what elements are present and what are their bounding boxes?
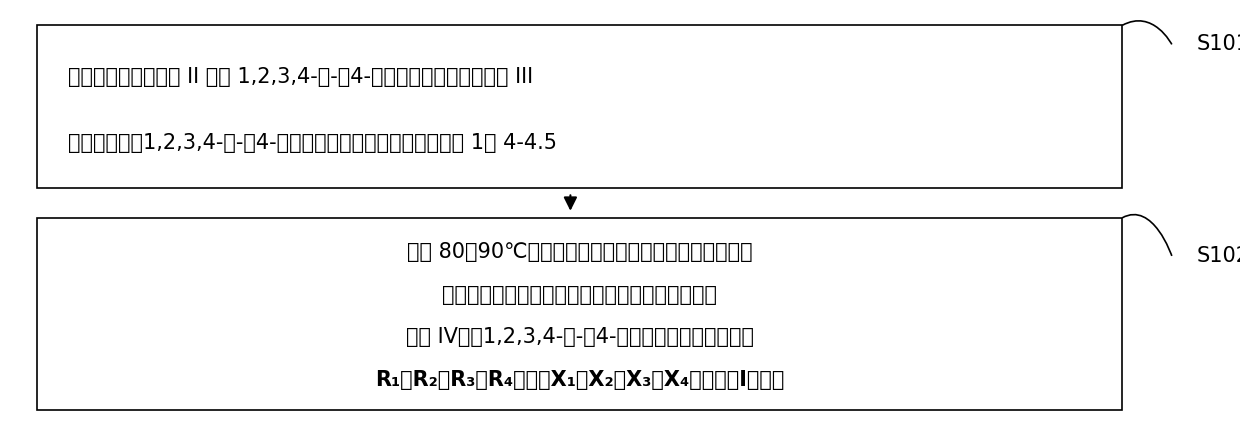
FancyBboxPatch shape: [37, 25, 1122, 188]
Text: 所示卤代烂，1,2,3,4-四-（4-吵啊）环丁烷与卤代烂的摩尔比为 1： 4-4.5: 所示卤代烂，1,2,3,4-四-（4-吵啊）环丁烷与卤代烂的摩尔比为 1： 4-…: [68, 133, 557, 153]
Text: S101: S101: [1197, 34, 1240, 55]
Text: 然后 80～90℃恒温捥拌反应，反应完毕后冷却至室温，: 然后 80～90℃恒温捥拌反应，反应完毕后冷却至室温，: [407, 242, 753, 263]
Text: 得式 IV所示1,2,3,4-四-（4-吵啊）环丁烷吵啊盐，即: 得式 IV所示1,2,3,4-四-（4-吵啊）环丁烷吵啊盐，即: [405, 327, 754, 347]
FancyBboxPatch shape: [37, 218, 1122, 410]
Text: 加入三倍体积的乙醚作沉淠剖，过滤，滤饼干燥，: 加入三倍体积的乙醚作沉淠剖，过滤，滤饼干燥，: [443, 285, 717, 305]
Text: R₁、R₂、R₃和R₄相同且X₁、X₂、X₃和X₄相同的式Ⅰ化合物: R₁、R₂、R₃和R₄相同且X₁、X₂、X₃和X₄相同的式Ⅰ化合物: [374, 370, 785, 390]
Text: S102: S102: [1197, 246, 1240, 266]
Text: 在有机溶剖中加入式 II 所示 1,2,3,4-四-（4-吵啊）环丁烷，再滴加式 III: 在有机溶剖中加入式 II 所示 1,2,3,4-四-（4-吵啊）环丁烷，再滴加式…: [68, 68, 533, 88]
